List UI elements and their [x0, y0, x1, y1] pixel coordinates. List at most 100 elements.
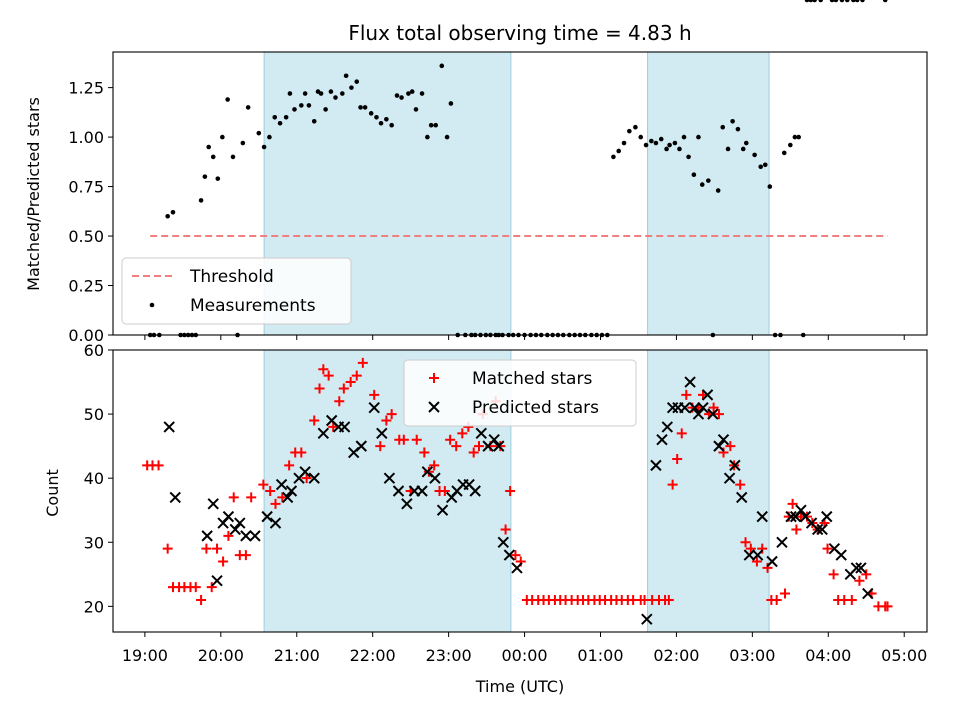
measurement-point	[633, 124, 638, 130]
predicted-star-point	[723, 472, 736, 484]
matched-star-point	[740, 537, 751, 548]
predicted-star-point	[713, 440, 725, 452]
measurement-point	[256, 130, 262, 136]
matched-star-point	[423, 466, 434, 477]
predicted-star-point	[679, 401, 691, 414]
predicted-star-point	[816, 523, 828, 536]
predicted-star-point	[717, 434, 730, 446]
top-y-tick-label: 0.75	[68, 178, 104, 197]
measurement-point	[413, 107, 419, 112]
x-axis-label: Time (UTC)	[475, 677, 564, 696]
predicted-star-point	[493, 440, 505, 452]
measurement-point	[448, 101, 454, 106]
matched-star-point	[822, 543, 833, 554]
measurement-point	[206, 144, 211, 150]
measurement-point	[399, 95, 404, 100]
top-observing-span-1	[647, 51, 770, 336]
measurement-point	[225, 97, 230, 102]
predicted-star-point	[416, 485, 428, 497]
predicted-star-point	[376, 427, 388, 440]
predicted-star-point	[240, 530, 252, 542]
predicted-star-point	[401, 498, 413, 510]
predicted-star-point	[855, 562, 867, 574]
x-tick-label: 05:00	[881, 646, 927, 665]
measurement-point	[691, 172, 697, 177]
legend-matched-swatch	[429, 373, 439, 383]
measurement-point	[202, 174, 208, 179]
measurement-point	[287, 91, 293, 96]
measurement-point	[699, 182, 705, 187]
predicted-star-point	[383, 472, 396, 484]
matched-star-point	[735, 479, 746, 490]
bottom-y-tick-label: 20	[84, 597, 104, 616]
predicted-star-point	[776, 536, 788, 548]
measurement-point	[677, 146, 682, 152]
predicted-star-point	[497, 536, 510, 548]
legend-threshold-label: Threshold	[189, 267, 274, 287]
legends: Threshold Measurements Matched stars Predic…	[121, 257, 637, 427]
matched-star-point	[284, 460, 295, 471]
predicted-star-point	[261, 510, 273, 523]
predicted-star-point	[368, 401, 380, 414]
measurement-point	[762, 162, 768, 168]
matched-star-point	[457, 428, 468, 439]
measurement-point	[818, 0, 823, 3]
measurement-point	[328, 89, 334, 94]
matched-star-point	[334, 396, 345, 407]
predicted-star-point	[308, 472, 320, 484]
x-tick-label: 00:00	[502, 646, 548, 665]
matched-star-point	[751, 556, 762, 567]
shaded-spans	[263, 51, 770, 633]
measurement-point	[267, 134, 272, 140]
matched-star-point	[762, 562, 773, 573]
measurement-point	[725, 146, 731, 152]
matched-star-point	[708, 402, 719, 413]
measurement-point	[368, 111, 374, 116]
predicted-star-point	[756, 510, 768, 523]
measurement-point	[215, 176, 221, 181]
measurement-point	[374, 115, 379, 120]
measurement-point	[378, 120, 384, 126]
top-y-tick-label: 0.25	[68, 277, 104, 296]
matched-star-point	[375, 441, 386, 452]
measurement-point	[358, 105, 363, 110]
bottom-y-tick-label: 30	[84, 533, 104, 552]
measurement-point	[272, 115, 278, 120]
matched-star-point	[667, 479, 678, 490]
bottom-axes-frame	[112, 349, 928, 633]
matched-star-point	[228, 492, 239, 503]
measurement-point	[394, 93, 400, 98]
predicted-star-point	[766, 555, 778, 568]
measurement-point	[812, 0, 817, 3]
measurement-point	[851, 0, 856, 3]
measurement-point	[340, 91, 345, 96]
measurement-point	[649, 138, 654, 144]
measurement-point	[165, 213, 170, 219]
x-tick-label: 04:00	[805, 646, 851, 665]
measurement-point	[439, 63, 445, 69]
measurement-point	[362, 105, 368, 110]
measurement-point	[686, 154, 691, 160]
matched-star-point	[218, 556, 229, 567]
measurement-point	[343, 73, 349, 79]
matched-star-point	[500, 524, 511, 535]
measurement-point	[658, 136, 664, 142]
measurement-point	[406, 91, 411, 96]
matched-star-point	[445, 434, 456, 445]
measurement-point	[882, 0, 888, 3]
measurement-point	[715, 188, 721, 193]
measurement-point	[860, 0, 865, 3]
predicted-star-point	[469, 485, 481, 497]
measurement-point	[283, 115, 289, 120]
predicted-star-point	[299, 466, 311, 478]
legend-matched-label: Matched stars	[472, 369, 592, 389]
matched-star-point	[381, 415, 392, 426]
matched-star-point	[206, 582, 217, 593]
matched-star-point	[196, 594, 207, 605]
predicted-star-point	[317, 427, 330, 440]
matched-star-point	[854, 575, 865, 586]
predicted-star-point	[275, 478, 288, 491]
measurement-point	[311, 118, 317, 124]
predicted-star-point	[211, 575, 223, 587]
